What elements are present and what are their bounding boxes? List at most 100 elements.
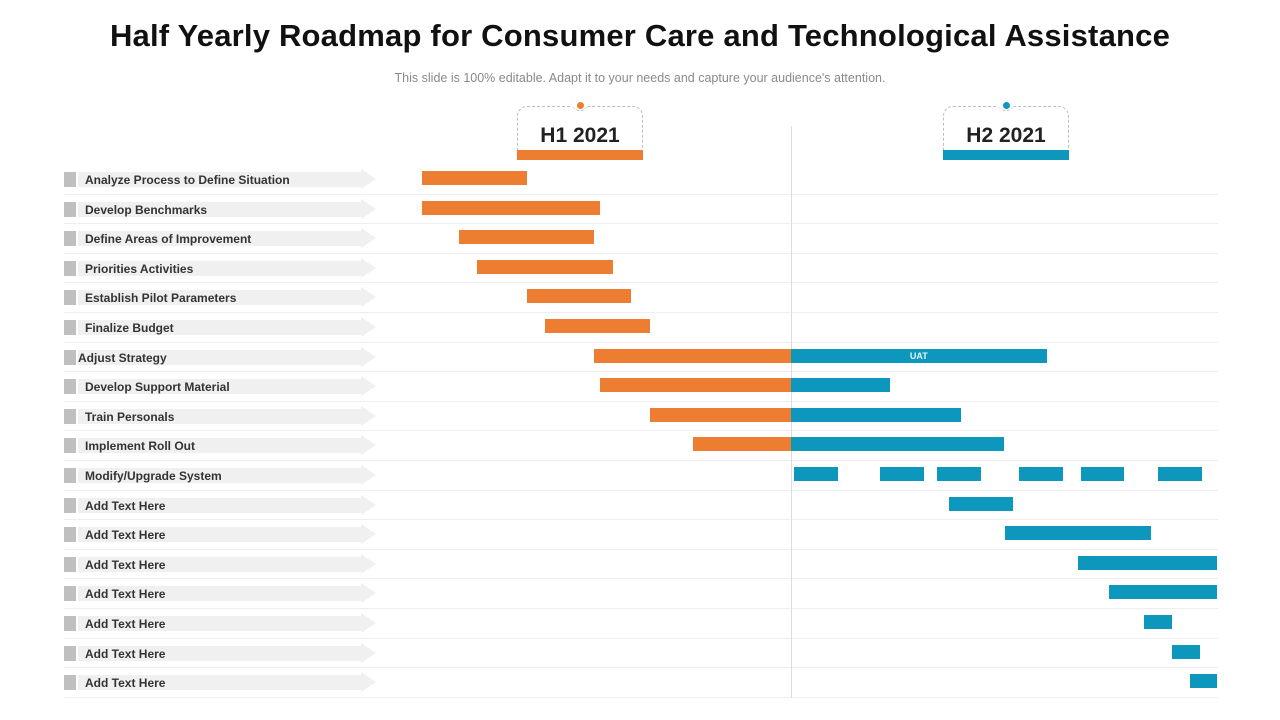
- arrow-shape: [78, 169, 376, 189]
- task-row: Add Text Here: [64, 609, 1218, 639]
- gantt-bar-h1: [600, 378, 791, 393]
- arrow-body: [78, 320, 361, 335]
- period-label-h2: H2 2021: [966, 124, 1046, 147]
- row-marker: [64, 260, 76, 276]
- task-row: Priorities Activities: [64, 254, 1218, 284]
- arrow-shape: [78, 317, 376, 337]
- arrow-shape: [78, 257, 376, 278]
- row-divider: [64, 607, 1218, 609]
- gantt-bar-h2: [1109, 585, 1217, 600]
- arrow-shape: [78, 405, 376, 426]
- period-header-h1: H1 2021: [517, 100, 643, 160]
- arrow-shape: [78, 198, 376, 219]
- arrow-head-icon: [361, 524, 376, 545]
- gantt-bar-h2: [1080, 467, 1124, 481]
- arrow-head-icon: [361, 613, 376, 633]
- arrow-body: [78, 408, 361, 424]
- arrow-shape: [78, 553, 376, 574]
- arrow-shape: [78, 376, 376, 397]
- task-row: Develop Support Material: [64, 372, 1218, 402]
- gantt-bar-h2: [793, 467, 838, 481]
- row-divider: [64, 341, 1218, 343]
- task-label: Modify/Upgrade System: [85, 469, 222, 483]
- row-marker: [64, 438, 76, 454]
- task-label: Implement Roll Out: [85, 439, 196, 454]
- row-marker: [64, 408, 76, 424]
- dot-icon: [1002, 102, 1010, 109]
- task-label: Define Areas of Improvement: [85, 232, 252, 247]
- row-divider: [64, 548, 1218, 550]
- task-label: Develop Support Material: [85, 380, 230, 395]
- row-marker: [64, 645, 76, 661]
- row-marker: [64, 468, 76, 483]
- row-divider: [64, 400, 1218, 402]
- arrow-shape: [78, 346, 376, 367]
- slide-subtitle: This slide is 100% editable. Adapt it to…: [394, 71, 886, 85]
- arrow-head-icon: [361, 287, 376, 308]
- gantt-bar-h2: [1005, 526, 1151, 541]
- gantt-bar-h2: [1172, 644, 1200, 659]
- arrow-head-icon: [361, 257, 376, 278]
- row-marker: [64, 675, 76, 691]
- task-label: Add Text Here: [85, 676, 166, 691]
- arrow-shape: [78, 287, 376, 308]
- arrow-head-icon: [361, 642, 376, 663]
- arrow-head-icon: [361, 317, 376, 337]
- arrow-head-icon: [361, 583, 376, 604]
- row-divider: [64, 667, 1218, 669]
- task-row: Add Text Here: [64, 639, 1218, 669]
- task-label: Add Text Here: [85, 557, 166, 572]
- gantt-bar-h1: [422, 200, 601, 215]
- task-row: Add Text Here: [64, 579, 1218, 609]
- row-divider: [64, 459, 1218, 461]
- arrow-shape: [78, 672, 376, 693]
- bar-label: UAT: [909, 350, 928, 361]
- arrow-body: [78, 527, 361, 543]
- task-label: Add Text Here: [85, 587, 166, 602]
- row-divider: [64, 696, 1218, 698]
- task-row: Develop Benchmarks: [64, 195, 1218, 225]
- row-marker: [64, 320, 76, 335]
- task-label: Develop Benchmarks: [85, 202, 208, 217]
- task-label: Train Personals: [85, 409, 175, 424]
- row-divider: [64, 252, 1218, 254]
- task-row: Define Areas of Improvement: [64, 224, 1218, 254]
- task-row: Analyze Process to Define Situation: [64, 165, 1218, 195]
- task-label: Add Text Here: [85, 646, 166, 661]
- row-divider: [64, 637, 1218, 639]
- gantt-bar-h1: [526, 289, 632, 304]
- gantt-bar-h1: [545, 319, 650, 333]
- arrow-head-icon: [361, 553, 376, 574]
- arrow-shape: [78, 524, 376, 545]
- gantt-bar-h1: [458, 230, 595, 245]
- row-divider: [64, 193, 1218, 195]
- arrow-body: [78, 231, 361, 247]
- gantt-bar-h2: [1190, 674, 1217, 689]
- arrow-head-icon: [361, 346, 376, 367]
- row-divider: [64, 371, 1218, 373]
- row-divider: [64, 578, 1218, 580]
- row-marker: [64, 379, 76, 395]
- task-row: Add Text Here: [64, 668, 1218, 698]
- gantt-bar-h2: UAT: [791, 348, 1047, 363]
- task-label: Establish Pilot Parameters: [85, 291, 237, 306]
- period-bar-h2: [943, 150, 1069, 160]
- connector-notch: [997, 100, 1015, 111]
- arrow-shape: [78, 583, 376, 604]
- task-label: Priorities Activities: [85, 261, 194, 276]
- gantt-bar-h1: [692, 437, 791, 452]
- gantt-bar-h2: [791, 407, 962, 422]
- arrow-body: [78, 556, 361, 572]
- task-row: Finalize Budget: [64, 313, 1218, 343]
- row-marker: [64, 527, 76, 543]
- arrow-head-icon: [361, 405, 376, 426]
- gantt-bar-h1: [477, 259, 613, 274]
- arrow-head-icon: [361, 435, 376, 456]
- task-row: Establish Pilot Parameters: [64, 283, 1218, 313]
- task-row: Add Text Here: [64, 520, 1218, 550]
- arrow-body: [78, 468, 361, 483]
- row-marker: [64, 349, 76, 365]
- row-marker: [64, 556, 76, 572]
- task-label: Add Text Here: [85, 617, 166, 631]
- task-label: Add Text Here: [85, 498, 166, 513]
